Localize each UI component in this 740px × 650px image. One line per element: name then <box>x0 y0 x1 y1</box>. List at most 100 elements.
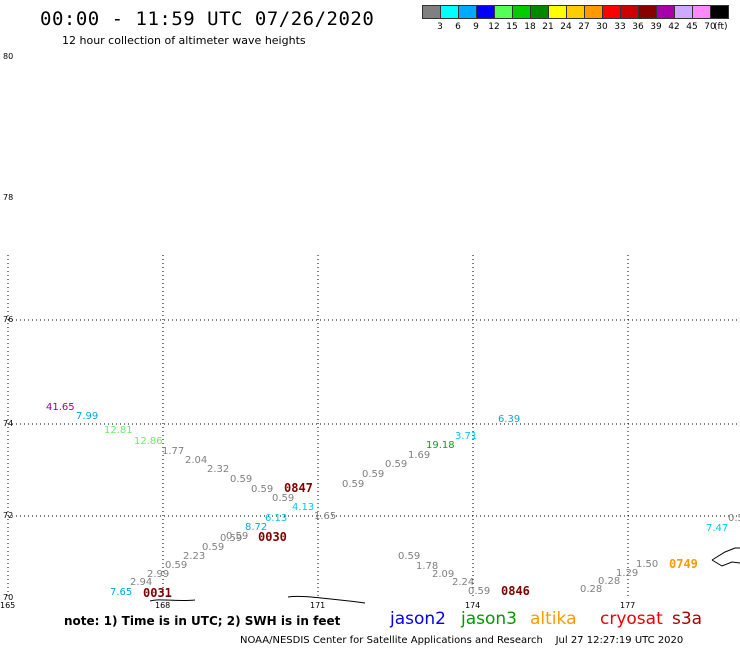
generated-timestamp: Jul 27 12:27:19 UTC 2020 <box>555 635 684 646</box>
wave-height-label: 0.59 <box>362 469 385 480</box>
wave-height-label: 6.39 <box>498 414 521 425</box>
wave-height-label: 0.59 <box>226 531 249 542</box>
wave-height-label: 19.18 <box>426 440 455 451</box>
coastline-bottom-left <box>149 599 196 602</box>
latitude-label: 80 <box>3 52 14 61</box>
legend-swatch <box>530 5 548 19</box>
wave-height-label: 2.24 <box>452 577 475 588</box>
longitude-label: 168 <box>155 601 171 610</box>
legend-label: 24 <box>560 22 572 32</box>
footnote: note: 1) Time is in UTC; 2) SWH is in fe… <box>64 614 341 628</box>
legend-label: 3 <box>437 22 443 32</box>
satellite-name: s3a <box>672 609 703 629</box>
wave-height-label: 0.59 <box>342 479 365 490</box>
legend-label: 21 <box>542 22 554 32</box>
wave-height-label: 7.47 <box>706 523 729 534</box>
legend-swatch <box>548 5 566 19</box>
latitude-label: 70 <box>3 593 14 602</box>
wave-height-label: 2.04 <box>185 455 208 466</box>
wave-height-label: 0.59 <box>468 586 491 597</box>
wave-height-label: 0.59 <box>202 542 225 553</box>
wave-height-label: 1.29 <box>616 568 639 579</box>
coastline-bottom-center <box>287 595 366 604</box>
legend-label: 15 <box>506 22 518 32</box>
pass-time-label: 0031 <box>143 586 172 600</box>
legend-swatch <box>620 5 638 19</box>
pass-time-label: 0030 <box>258 530 287 544</box>
wave-height-label: 0.28 <box>580 584 603 595</box>
wave-height-label: 2.99 <box>147 569 170 580</box>
wave-height-label: 1.77 <box>162 446 185 457</box>
latitude-label: 78 <box>3 193 14 202</box>
wave-height-label: 3.71 <box>455 431 478 442</box>
legend-label: 45 <box>686 22 698 32</box>
longitude-label: 177 <box>620 601 636 610</box>
legend-swatch <box>656 5 674 19</box>
wave-height-label: 0.59 <box>272 493 295 504</box>
legend-swatch <box>584 5 602 19</box>
wave-height-label: 0.59 <box>230 474 253 485</box>
wave-height-label: 2.32 <box>207 464 230 475</box>
wave-height-label: 4.13 <box>292 502 315 513</box>
wave-height-label: 0.59 <box>251 484 274 495</box>
wave-height-label: 0.5 <box>728 513 740 524</box>
satellite-name: jason2 <box>390 609 446 629</box>
wave-height-label: 2.23 <box>183 551 206 562</box>
legend-label: 36 <box>632 22 644 32</box>
legend-label: 42 <box>668 22 680 32</box>
wave-height-label: 7.99 <box>76 411 99 422</box>
wave-height-label: 0.59 <box>165 560 188 571</box>
coastline-right <box>711 547 740 567</box>
wave-height-label: 8.72 <box>245 522 268 533</box>
legend-label: 9 <box>473 22 479 32</box>
latitude-label: 72 <box>3 511 14 520</box>
wave-height-label: 2.09 <box>432 569 455 580</box>
latitude-label: 76 <box>3 315 14 324</box>
page-subtitle: 12 hour collection of altimeter wave hei… <box>62 34 306 47</box>
legend-label: 33 <box>614 22 626 32</box>
legend-swatch <box>566 5 584 19</box>
longitude-label: 171 <box>310 601 326 610</box>
legend-swatch <box>458 5 476 19</box>
credit-line: NOAA/NESDIS Center for Satellite Applica… <box>240 635 683 646</box>
pass-time-label: 0749 <box>669 557 698 571</box>
wave-height-label: 2.94 <box>130 577 153 588</box>
wave-height-label: 1.78 <box>416 561 439 572</box>
pass-time-label: 0847 <box>284 481 313 495</box>
longitude-label: 174 <box>465 601 481 610</box>
satellite-name: altika <box>530 609 577 629</box>
pass-time-label: 0846 <box>501 584 530 598</box>
legend-label: 39 <box>650 22 662 32</box>
legend-swatch <box>476 5 494 19</box>
wave-height-label: 0.59 <box>385 459 408 470</box>
legend-swatch <box>674 5 692 19</box>
wave-height-label: 0.59 <box>220 533 243 544</box>
wave-height-label: 12.81 <box>104 425 133 436</box>
wave-height-label: 0.59 <box>398 551 421 562</box>
wave-height-label: 6.13 <box>265 513 288 524</box>
legend-swatch <box>638 5 656 19</box>
credit-text: NOAA/NESDIS Center for Satellite Applica… <box>240 635 543 646</box>
longitude-label: 165 <box>0 601 16 610</box>
legend-swatch <box>602 5 620 19</box>
legend-label: 18 <box>524 22 536 32</box>
legend-label: 6 <box>455 22 461 32</box>
satellite-name: jason3 <box>461 609 517 629</box>
legend-label: 30 <box>596 22 608 32</box>
page-title: 00:00 - 11:59 UTC 07/26/2020 <box>40 8 375 30</box>
wave-height-label: 1.65 <box>314 511 337 522</box>
legend-swatch <box>692 5 710 19</box>
wave-height-label: 1.50 <box>636 559 659 570</box>
wave-height-label: 0.28 <box>598 576 621 587</box>
wave-height-label: 1.69 <box>408 450 431 461</box>
wave-height-label: 7.65 <box>110 587 133 598</box>
legend-swatch <box>494 5 512 19</box>
satellite-name: cryosat <box>600 609 663 629</box>
legend-swatch <box>710 5 728 19</box>
legend-label: 70 <box>704 22 716 32</box>
latitude-label: 74 <box>3 419 14 428</box>
legend-swatch <box>440 5 458 19</box>
legend-label: 12 <box>488 22 500 32</box>
